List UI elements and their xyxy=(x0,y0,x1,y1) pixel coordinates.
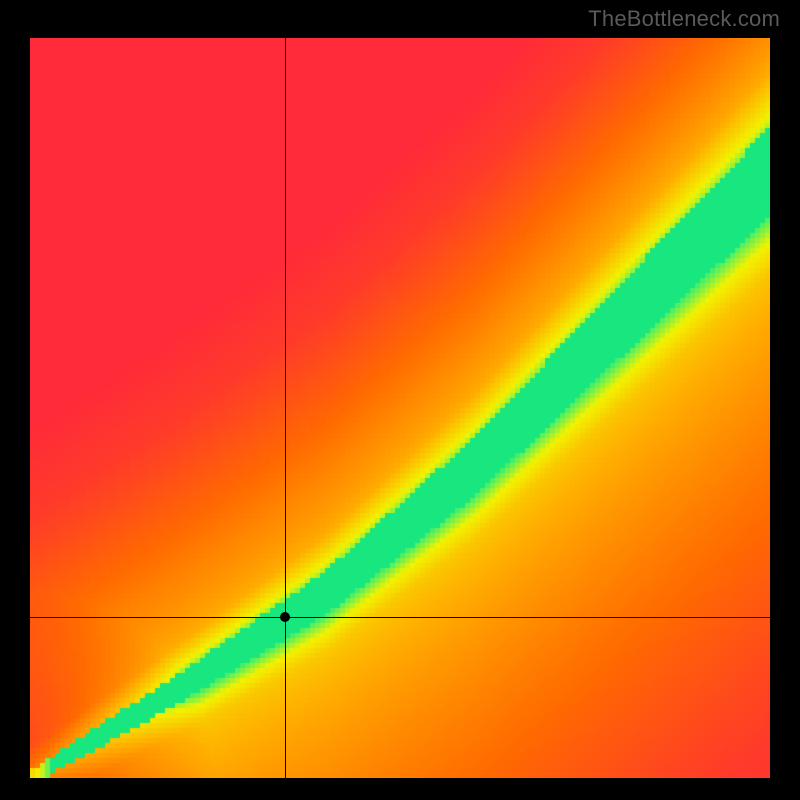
heatmap-canvas xyxy=(30,38,770,778)
source-credit: TheBottleneck.com xyxy=(588,6,780,32)
chart-frame: TheBottleneck.com xyxy=(0,0,800,800)
plot-area xyxy=(30,38,770,778)
